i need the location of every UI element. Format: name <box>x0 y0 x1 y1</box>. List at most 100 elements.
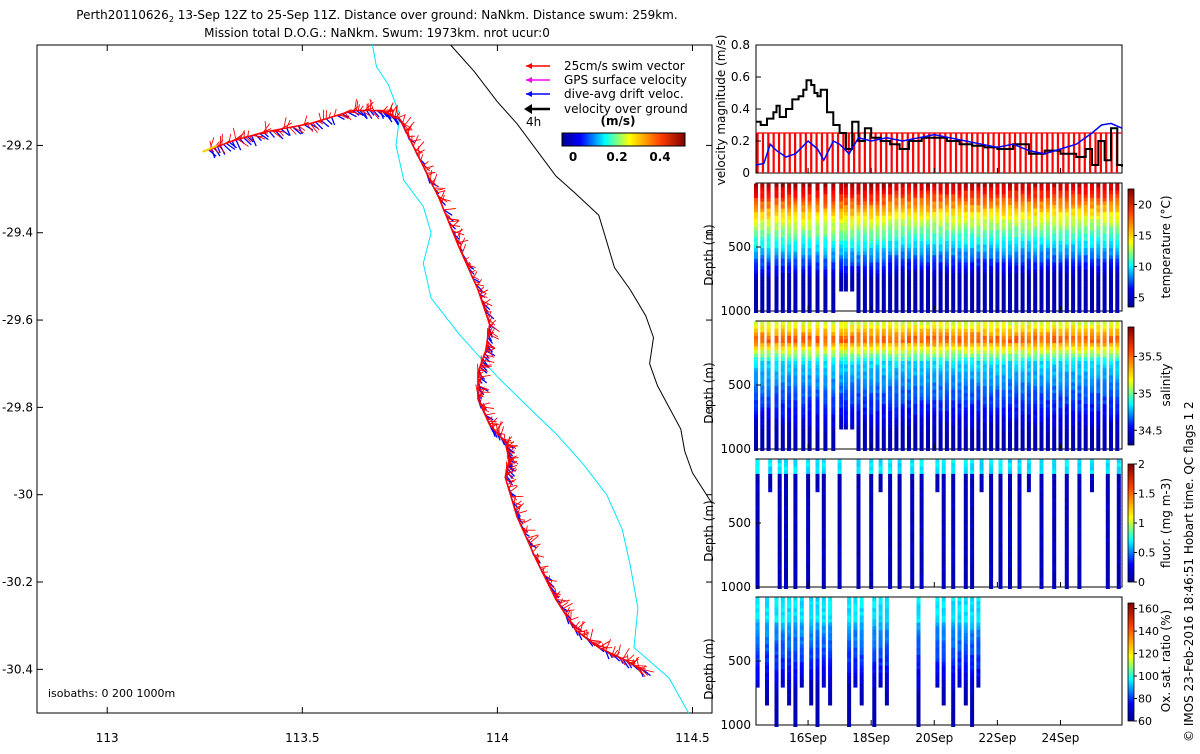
profile-sample <box>995 255 999 259</box>
profile-sample <box>901 397 905 401</box>
profile-sample <box>882 288 886 292</box>
profile-sample <box>793 429 797 433</box>
profile-sample <box>1046 295 1050 299</box>
profile-sample <box>970 440 974 444</box>
profile-sample <box>760 288 764 292</box>
profile-sample <box>839 357 843 361</box>
profile-sample <box>876 234 880 238</box>
profile-sample <box>767 259 771 263</box>
profile-sample <box>888 361 892 365</box>
profile-sample <box>784 524 788 528</box>
profile-sample <box>808 383 812 387</box>
profile-sample <box>784 460 788 464</box>
profile-sample <box>781 216 785 220</box>
profile-sample <box>939 404 943 408</box>
profile-sample <box>876 340 880 344</box>
profile-sample <box>1109 365 1113 369</box>
profile-sample <box>976 329 980 333</box>
profile-sample <box>863 365 867 369</box>
profile-sample <box>1059 440 1063 444</box>
profile-sample <box>1084 198 1088 202</box>
profile-sample <box>816 375 820 379</box>
profile-sample <box>945 284 949 288</box>
profile-sample <box>793 404 797 408</box>
profile-sample <box>816 198 820 202</box>
profile-sample <box>888 347 892 351</box>
profile-sample <box>1096 277 1100 281</box>
profile-sample <box>983 248 987 252</box>
profile-sample <box>932 440 936 444</box>
legend-label-swim-vector: 25cm/s swim vector <box>564 59 685 73</box>
profile-sample <box>754 295 758 299</box>
profile-sample <box>1040 295 1044 299</box>
profile-sample <box>964 288 968 292</box>
profile-sample <box>983 212 987 216</box>
profile-sample <box>1040 350 1044 354</box>
profile-sample <box>756 492 760 496</box>
profile-sample <box>808 426 812 430</box>
profile-sample <box>1065 433 1069 437</box>
profile-sample <box>760 422 764 426</box>
profile-sample <box>1115 230 1119 234</box>
profile-sample <box>989 237 993 241</box>
profile-sample <box>958 433 962 437</box>
profile-sample <box>857 440 861 444</box>
profile-sample <box>970 288 974 292</box>
profile-sample <box>767 212 771 216</box>
title-prefix: Perth20110626 <box>76 8 169 22</box>
profile-sample <box>882 411 886 415</box>
map-colorbar-tick: 0 <box>569 150 577 164</box>
profile-sample <box>1077 219 1081 223</box>
profile-sample <box>1046 302 1050 306</box>
profile-sample <box>1021 223 1025 227</box>
profile-sample <box>1090 322 1094 326</box>
profile-sample <box>1040 223 1044 227</box>
profile-sample <box>1084 415 1088 419</box>
profile-sample <box>989 277 993 281</box>
profile-sample <box>1033 354 1037 358</box>
profile-sample <box>857 273 861 277</box>
profile-sample <box>882 350 886 354</box>
profile-sample <box>945 404 949 408</box>
profile-sample <box>1040 234 1044 238</box>
profile-sample <box>920 212 924 216</box>
profile-sample <box>920 198 924 202</box>
profile-sample <box>869 354 873 358</box>
profile-sample <box>754 298 758 302</box>
profile-sample <box>876 273 880 277</box>
profile-sample <box>823 202 827 206</box>
profile-sample <box>1014 245 1018 249</box>
profile-sample <box>1090 400 1094 404</box>
profile-sample <box>768 474 772 478</box>
profile-sample <box>1059 368 1063 372</box>
profile-sample <box>1065 393 1069 397</box>
profile-sample <box>816 259 820 263</box>
profile-sample <box>995 230 999 234</box>
profile-sample <box>808 418 812 422</box>
profile-sample <box>970 404 974 408</box>
profile-sample <box>801 219 805 223</box>
profile-sample <box>894 343 898 347</box>
profile-sample <box>787 227 791 231</box>
profile-sample <box>760 361 764 365</box>
profile-sample <box>951 305 955 309</box>
profile-sample <box>976 212 980 216</box>
profile-sample <box>1065 291 1069 295</box>
profile-sample <box>939 295 943 299</box>
profile-sample <box>850 375 854 379</box>
profile-sample <box>989 383 993 387</box>
profile-sample <box>793 460 797 464</box>
profile-sample <box>983 234 987 238</box>
profile-sample <box>801 237 805 241</box>
profile-sample <box>945 343 949 347</box>
profile-sample <box>1096 400 1100 404</box>
profile-sample <box>876 266 880 270</box>
profile-sample <box>857 280 861 284</box>
profile-sample <box>958 202 962 206</box>
profile-sample <box>863 191 867 195</box>
profile-sample <box>831 372 835 376</box>
profile-sample <box>932 291 936 295</box>
profile-sample <box>754 234 758 238</box>
profile-sample <box>839 415 843 419</box>
profile-sample <box>781 284 785 288</box>
